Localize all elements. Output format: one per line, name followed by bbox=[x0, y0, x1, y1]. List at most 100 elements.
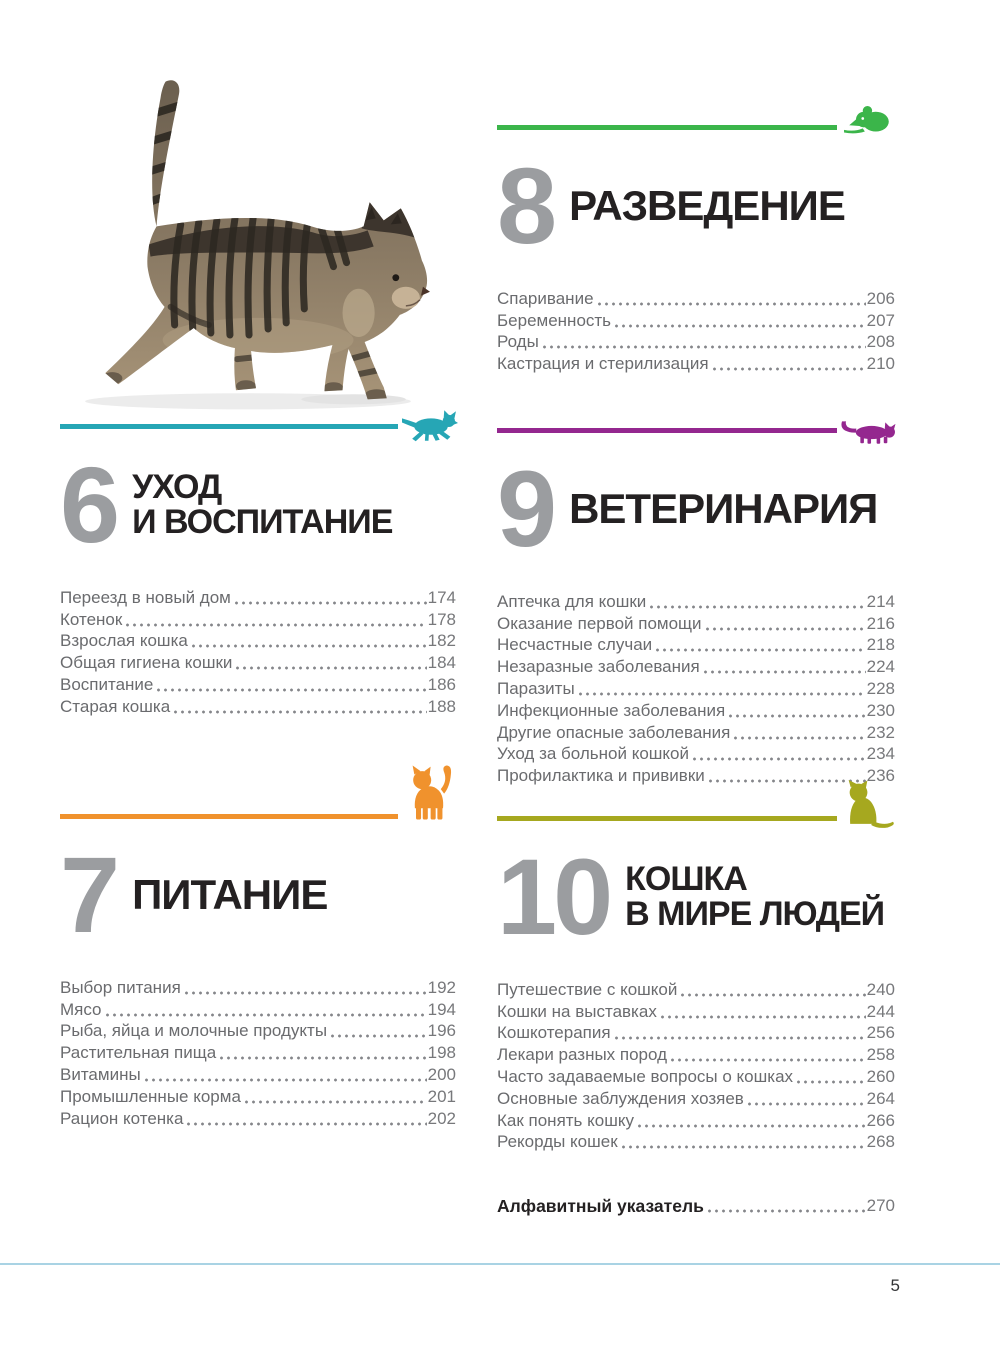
dot-leader bbox=[638, 1123, 866, 1128]
toc-entry[interactable]: Несчастные случаи 218 bbox=[497, 634, 895, 656]
section-title: ПИТАНИЕ bbox=[132, 871, 328, 918]
section-title: УХОД И ВОСПИТАНИЕ bbox=[132, 468, 393, 541]
toc-entry[interactable]: Растительная пища 198 bbox=[60, 1041, 456, 1063]
dot-leader bbox=[708, 779, 866, 784]
toc-entry[interactable]: Часто задаваемые вопросы о кошках 260 bbox=[497, 1065, 895, 1087]
toc-entry[interactable]: Взрослая кошка 182 bbox=[60, 630, 456, 652]
toc-entry-page: 266 bbox=[866, 1110, 895, 1130]
toc-entry[interactable]: Витамины 200 bbox=[60, 1063, 456, 1085]
toc-entry-label: Рыба, яйца и молочные продукты bbox=[60, 1021, 328, 1041]
toc-entry[interactable]: Лекари разных пород 258 bbox=[497, 1043, 895, 1065]
toc-entry-page: 206 bbox=[866, 288, 895, 308]
toc-entry-label: Витамины bbox=[60, 1064, 141, 1084]
toc-entry[interactable]: Старая кошка 188 bbox=[60, 695, 456, 717]
toc-entry-page: 201 bbox=[427, 1086, 456, 1106]
toc-entry-page: 208 bbox=[866, 332, 895, 352]
toc-entry-page: 194 bbox=[427, 999, 456, 1019]
toc-entry[interactable]: Промышленные корма 201 bbox=[60, 1085, 456, 1107]
toc-entry-page: 200 bbox=[427, 1064, 456, 1084]
toc-entry[interactable]: Роды 208 bbox=[497, 331, 895, 353]
toc-entry-label: Уход за больной кошкой bbox=[497, 744, 689, 764]
section-header: 10 КОШКА В МИРЕ ЛЮДЕЙ bbox=[497, 843, 895, 951]
dot-leader bbox=[126, 622, 427, 627]
toc-entry-label: Мясо bbox=[60, 999, 102, 1019]
toc-entry-page: 260 bbox=[866, 1066, 895, 1086]
toc-entry[interactable]: Незаразные заболевания 224 bbox=[497, 655, 895, 677]
toc-entry-label: Как понять кошку bbox=[497, 1110, 634, 1130]
index-page: 270 bbox=[866, 1196, 895, 1215]
dot-leader bbox=[681, 992, 866, 997]
toc-entry[interactable]: Уход за больной кошкой 234 bbox=[497, 743, 895, 765]
toc-entry[interactable]: Другие опасные заболевания 232 bbox=[497, 721, 895, 743]
toc-entry-page: 258 bbox=[866, 1045, 895, 1065]
dot-leader bbox=[660, 1014, 866, 1019]
toc-entry-label: Незаразные заболевания bbox=[497, 657, 700, 677]
toc-entry[interactable]: Профилактика и прививки 236 bbox=[497, 764, 895, 786]
toc-entry-label: Несчастные случаи bbox=[497, 635, 653, 655]
toc-entry-label: Общая гигиена кошки bbox=[60, 653, 233, 673]
toc-entries: Выбор питания 192 Мясо 194 Рыба, яйца и … bbox=[60, 976, 456, 1129]
dot-leader bbox=[671, 1058, 866, 1063]
toc-entry[interactable]: Оказание первой помощи 216 bbox=[497, 612, 895, 634]
section-header: 7 ПИТАНИЕ bbox=[60, 841, 456, 949]
toc-entry-page: 202 bbox=[427, 1108, 456, 1128]
toc-entry-label: Взрослая кошка bbox=[60, 631, 188, 651]
section-nutrition: 7 ПИТАНИЕ Выбор питания 192 Мясо 194 bbox=[60, 765, 456, 1129]
alphabetical-index-row: Алфавитный указатель 270 bbox=[497, 1192, 895, 1216]
section-title: ВЕТЕРИНАРИЯ bbox=[569, 485, 878, 532]
toc-entry[interactable]: Кошки на выставках 244 bbox=[497, 1000, 895, 1022]
toc-entry[interactable]: Путешествие с кошкой 240 bbox=[497, 978, 895, 1000]
dot-leader bbox=[236, 666, 427, 671]
toc-entry-index[interactable]: Алфавитный указатель 270 bbox=[497, 1192, 895, 1216]
toc-entry-page: 174 bbox=[427, 587, 456, 607]
toc-entry-label: Путешествие с кошкой bbox=[497, 979, 678, 999]
section-title: РАЗВЕДЕНИЕ bbox=[569, 182, 846, 229]
dot-leader bbox=[244, 1099, 427, 1104]
toc-entries: Спаривание 206 Беременность 207 Роды 208 bbox=[497, 287, 895, 374]
dot-leader bbox=[656, 648, 866, 653]
dot-leader bbox=[105, 1012, 427, 1017]
section-header: 9 ВЕТЕРИНАРИЯ bbox=[497, 455, 895, 563]
toc-entry-label: Кошки на выставках bbox=[497, 1001, 657, 1021]
toc-entry[interactable]: Общая гигиена кошки 184 bbox=[60, 651, 456, 673]
toc-entry-label: Рацион котенка bbox=[60, 1108, 184, 1128]
toc-entry[interactable]: Котенок 178 bbox=[60, 608, 456, 630]
toc-entry[interactable]: Инфекционные заболевания 230 bbox=[497, 699, 895, 721]
toc-entry-page: 268 bbox=[866, 1132, 895, 1152]
toc-entry-page: 216 bbox=[866, 613, 895, 633]
toc-entry[interactable]: Беременность 207 bbox=[497, 309, 895, 331]
toc-entry-page: 224 bbox=[866, 657, 895, 677]
toc-entry[interactable]: Кастрация и стерилизация 210 bbox=[497, 352, 895, 374]
cat-photo bbox=[52, 74, 434, 414]
toc-entry-page: 188 bbox=[427, 696, 456, 716]
toc-entry-label: Промышленные корма bbox=[60, 1086, 241, 1106]
section-cat-in-human-world: 10 КОШКА В МИРЕ ЛЮДЕЙ Путешествие с кошк… bbox=[497, 780, 895, 1153]
dot-leader bbox=[797, 1079, 866, 1084]
dot-leader bbox=[157, 687, 427, 692]
toc-entry-page: 192 bbox=[427, 977, 456, 997]
dot-leader bbox=[578, 691, 866, 696]
dot-leader bbox=[614, 1036, 866, 1041]
toc-entry[interactable]: Переезд в новый дом 174 bbox=[60, 586, 456, 608]
section-rule bbox=[497, 421, 896, 444]
toc-entry[interactable]: Как понять кошку 266 bbox=[497, 1109, 895, 1131]
toc-entry[interactable]: Аптечка для кошки 214 bbox=[497, 590, 895, 612]
toc-entry[interactable]: Основные заблуждения хозяев 264 bbox=[497, 1087, 895, 1109]
dot-leader bbox=[650, 604, 866, 609]
toc-entry-label: Рекорды кошек bbox=[497, 1132, 618, 1152]
toc-entry[interactable]: Паразиты 228 bbox=[497, 677, 895, 699]
toc-entry[interactable]: Рыба, яйца и молочные продукты 196 bbox=[60, 1020, 456, 1042]
toc-entry-label: Аптечка для кошки bbox=[497, 591, 647, 611]
toc-entry[interactable]: Воспитание 186 bbox=[60, 673, 456, 695]
toc-entry[interactable]: Мясо 194 bbox=[60, 998, 456, 1020]
toc-entry[interactable]: Рекорды кошек 268 bbox=[497, 1131, 895, 1153]
dot-leader bbox=[184, 990, 427, 995]
toc-entry[interactable]: Рацион котенка 202 bbox=[60, 1107, 456, 1129]
toc-entry-page: 234 bbox=[866, 744, 895, 764]
toc-entry[interactable]: Кошкотерапия 256 bbox=[497, 1022, 895, 1044]
section-number: 8 bbox=[497, 145, 557, 266]
section-title: КОШКА В МИРЕ ЛЮДЕЙ bbox=[625, 860, 885, 933]
toc-entry[interactable]: Выбор питания 192 bbox=[60, 976, 456, 998]
section-rule bbox=[60, 410, 458, 442]
toc-entry[interactable]: Спаривание 206 bbox=[497, 287, 895, 309]
